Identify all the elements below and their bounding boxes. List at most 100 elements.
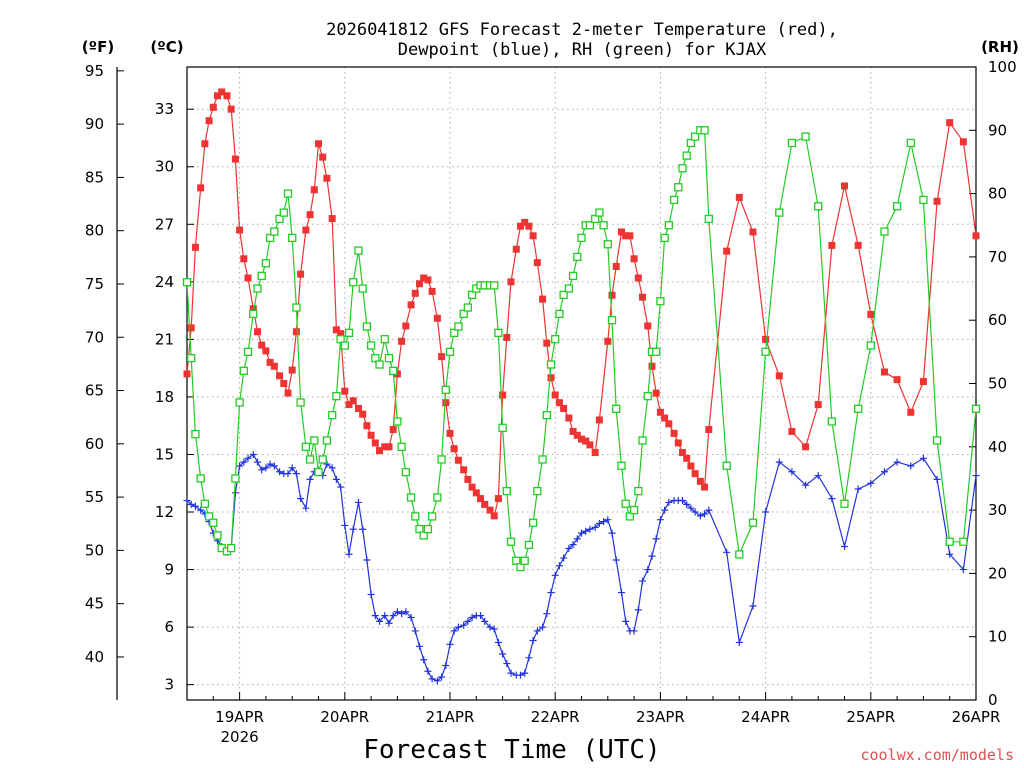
rh-point (375, 360, 384, 369)
temperature-point (802, 443, 810, 451)
dewpoint-point (249, 450, 257, 458)
temperature-point (428, 287, 436, 295)
temperature-point (197, 184, 205, 192)
temperature-point (880, 368, 888, 376)
dewpoint-point (191, 502, 199, 510)
rh-point (577, 233, 586, 243)
rh-tick-label: 80 (988, 185, 1007, 203)
dewpoint-point (622, 617, 630, 625)
celsius-tick-label: 6 (164, 618, 174, 636)
rh-point (336, 335, 345, 344)
fahrenheit-tick-label: 90 (85, 115, 104, 133)
rh-point (866, 341, 875, 350)
dewpoint-point (880, 468, 888, 476)
rh-point (634, 486, 643, 496)
rh-point (919, 195, 928, 205)
temperature-point (363, 422, 371, 430)
dewpoint-point (477, 612, 485, 620)
temperature-point (288, 366, 296, 374)
temperature-point (586, 441, 594, 449)
dewpoint-point (411, 627, 419, 635)
rh-point (660, 233, 669, 243)
temperature-point (867, 310, 875, 318)
dewpoint-point (442, 661, 450, 669)
dewpoint-point (393, 608, 401, 616)
dewpoint-point (270, 462, 278, 470)
rh-point (296, 398, 305, 407)
dewpoint-point (665, 498, 673, 506)
temperature-point (381, 443, 389, 451)
temperature-point (389, 426, 397, 434)
temperature-point (533, 259, 541, 267)
temperature-point (919, 378, 927, 386)
temperature-point (521, 218, 529, 226)
rh-point (209, 518, 218, 527)
dewpoint-point (648, 552, 656, 560)
temperature-point (608, 291, 616, 299)
temperature-point (512, 245, 520, 253)
rh-point (283, 189, 293, 198)
dewpoint-point (187, 500, 195, 508)
temperature-point (701, 483, 709, 491)
temperature-point (450, 445, 458, 453)
rh-point (971, 404, 981, 413)
rh-point (227, 543, 236, 553)
temperature-point (454, 456, 462, 464)
dewpoint-point (306, 475, 314, 483)
temperature-point (814, 401, 822, 409)
dewpoint-point (691, 508, 699, 516)
temperature-point (490, 512, 498, 520)
rh-point (393, 417, 402, 426)
temperature-point (622, 232, 630, 240)
temperature-point (446, 429, 454, 437)
dewpoint-point (253, 458, 261, 466)
celsius-unit-label: (ºC) (150, 38, 183, 56)
rh-point (959, 537, 968, 546)
temperature-point (503, 333, 511, 341)
rh-point (427, 512, 437, 521)
dewpoint-point (402, 608, 410, 616)
temperature-point (276, 372, 284, 380)
rh-point (362, 322, 372, 331)
temperature-point (854, 241, 862, 249)
rh-point (314, 467, 323, 477)
rh-point (239, 366, 248, 375)
rh-point (656, 297, 665, 306)
rh-point (564, 284, 574, 293)
rh-tick-label: 10 (988, 628, 1007, 646)
rh-tick-label: 50 (988, 375, 1007, 393)
temperature-point (626, 232, 634, 240)
rh-point (450, 328, 459, 338)
dewpoint-point (407, 614, 415, 622)
dewpoint-point (854, 485, 862, 493)
celsius-tick-label: 12 (155, 503, 174, 521)
rh-point (182, 278, 192, 287)
rh-point (332, 392, 341, 401)
celsius-tick-label: 21 (155, 330, 174, 348)
temperature-point (573, 431, 581, 439)
temperature-point (565, 414, 573, 422)
temperature-point (775, 372, 783, 380)
rh-point (191, 429, 200, 439)
dewpoint-point (644, 566, 652, 574)
temperature-point (893, 376, 901, 384)
temperature-point (359, 410, 367, 418)
rh-point (349, 278, 358, 287)
dewpoint-point (775, 458, 783, 466)
dewpoint-point (696, 512, 704, 520)
dewpoint-point (450, 627, 458, 635)
temperature-point (529, 232, 537, 240)
dewpoint-point (284, 470, 292, 478)
credit-link[interactable]: coolwx.com/models (860, 746, 1014, 764)
temperature-point (227, 105, 235, 113)
dewpoint-point (582, 527, 590, 535)
temperature-point (415, 280, 423, 288)
rh-point (204, 512, 214, 521)
rh-point (892, 202, 902, 211)
temperature-point (634, 274, 642, 282)
rh-point (490, 281, 499, 290)
temperature-point (306, 211, 314, 219)
rh-point (906, 138, 915, 148)
temperature-point (560, 404, 568, 412)
rh-point (261, 259, 271, 268)
